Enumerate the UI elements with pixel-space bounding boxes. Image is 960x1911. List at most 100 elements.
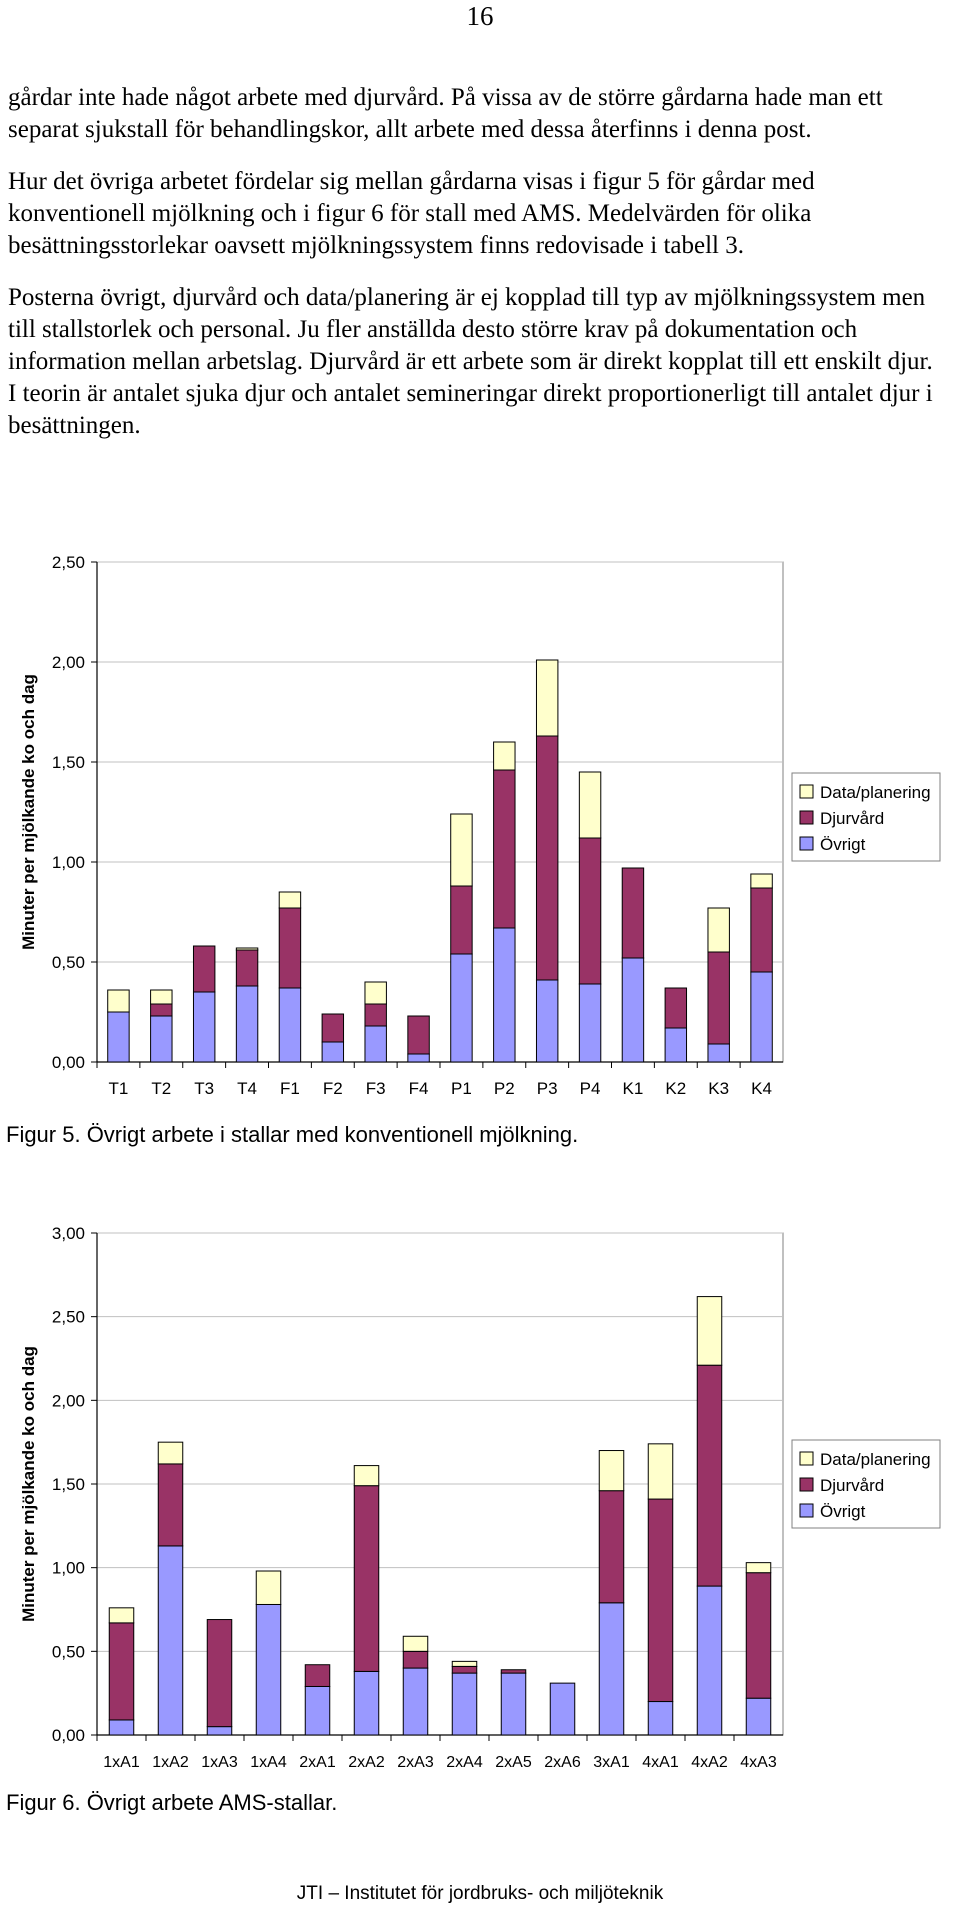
bar-segment [108,1622,135,1721]
bar-segment [598,1490,625,1604]
bar-segment [578,771,602,839]
bar-segment [278,987,302,1063]
bar-segment [108,1719,135,1736]
bar-segment [353,1485,380,1672]
x-tick-label: 4xA3 [740,1754,777,1770]
page-footer: JTI – Institutet för jordbruks- och milj… [296,1883,664,1904]
bar-segment [402,1667,429,1736]
figure-5-caption: Figur 5. Övrigt arbete i stallar med kon… [6,1122,579,1147]
y-tick-label: 1,50 [52,1475,85,1494]
x-tick-label: T2 [151,1079,171,1098]
bar-segment [745,1562,772,1574]
bar-segment [707,1043,730,1063]
bar-segment [235,947,259,951]
x-tick-label: 2xA4 [446,1754,483,1770]
x-tick-label: F4 [409,1079,429,1098]
bar-segment [621,867,645,959]
x-tick-label: 1xA1 [103,1754,140,1770]
y-tick-label: 2,00 [52,653,85,672]
bar-segment [278,891,302,909]
bar-segment [696,1585,723,1736]
figure-6-caption: Figur 6. Övrigt arbete AMS-stallar. [6,1790,338,1815]
x-tick-label: F1 [280,1079,300,1098]
legend-swatch [799,784,814,799]
x-tick-label: 2xA5 [495,1754,532,1770]
y-tick-label: 2,50 [52,1308,85,1327]
x-tick-label: T4 [237,1079,257,1098]
bar-segment [451,1672,478,1736]
bar-segment [157,1441,184,1465]
y-tick-label: 1,00 [52,853,85,872]
x-tick-label: K2 [665,1079,686,1098]
x-tick-label: 2xA2 [348,1754,385,1770]
bar-segment [407,1053,430,1063]
figure-5-chart: 0,00 0,50 1,00 1,50 2,00 2,50 T1 T2 T3 T4 F1 F2 F3 F4… [19,553,941,1098]
bar-segment [707,907,730,953]
legend [791,772,941,862]
x-tick-label: F2 [323,1079,343,1098]
paragraph: Posterna övrigt, djurvård och data/plane… [8,284,933,439]
bar-segment [500,1669,527,1674]
bar-segment [549,1682,576,1736]
y-tick-label: 2,00 [52,1391,85,1410]
y-axis-label: Minuter per mjölkande ko och dag [19,674,38,950]
legend-label: Djurvård [820,809,884,828]
x-tick-label: 1xA2 [152,1754,189,1770]
bar-segment [150,1015,173,1063]
bar-segment [364,1025,387,1063]
x-tick-label: K1 [623,1079,644,1098]
bar-segment [407,1015,430,1055]
bar-segment [192,991,216,1063]
legend-swatch [799,1451,814,1466]
bar-segment [493,769,516,929]
x-tick-label: P1 [451,1079,472,1098]
x-tick-label: 2xA3 [397,1754,434,1770]
bar-segment [535,979,559,1063]
bar-segment [255,1603,282,1736]
bar-segment [750,887,773,973]
bar-segment [304,1664,331,1687]
paragraph: gårdar inte hade något arbete med djurvå… [8,84,883,143]
figure-6-chart: 0,00 0,50 1,00 1,50 2,00 2,50 3,00 1xA1 1xA2 1xA3… [19,1224,941,1770]
bar-segment [598,1450,625,1492]
y-tick-label: 0,00 [52,1726,85,1745]
legend-swatch [799,810,814,825]
y-tick-label: 0,50 [52,953,85,972]
bar-segment [107,989,130,1013]
bar-segment [647,1498,674,1703]
bar-segment [353,1465,380,1487]
bar-segment [647,1701,674,1736]
paragraph: Hur det övriga arbetet fördelar sig mell… [8,168,815,259]
x-tick-label: 1xA3 [201,1754,238,1770]
legend-label: Data/planering [820,783,931,802]
x-tick-label: P3 [537,1079,558,1098]
x-tick-label: T3 [194,1079,214,1098]
bar-segment [321,1013,345,1043]
bar-segment [278,907,302,989]
x-tick-label: P4 [580,1079,601,1098]
bar-segment [696,1296,723,1366]
bar-segment [450,885,473,955]
bar-segment [206,1726,233,1736]
bar-segment [750,971,773,1063]
bar-segment [150,1003,173,1017]
x-tick-label: 2xA6 [544,1754,581,1770]
bar-segment [402,1650,429,1669]
x-tick-label: K3 [708,1079,729,1098]
bar-segment [451,1660,478,1667]
legend-label: Data/planering [820,1450,931,1469]
bar-segment [598,1602,625,1736]
y-tick-label: 0,00 [52,1053,85,1072]
legend-swatch [799,836,814,851]
bar-segment [664,987,688,1029]
body-text: gårdar inte hade något arbete med djurvå… [8,82,944,462]
bar-segment [364,981,387,1005]
bar-segment [150,989,173,1005]
bar-segment [450,813,473,887]
bar-segment [578,837,602,985]
x-tick-label: 4xA2 [691,1754,728,1770]
x-tick-label: F3 [366,1079,386,1098]
x-tick-label: P2 [494,1079,515,1098]
x-tick-label: 4xA1 [642,1754,679,1770]
bar-segment [621,957,645,1063]
